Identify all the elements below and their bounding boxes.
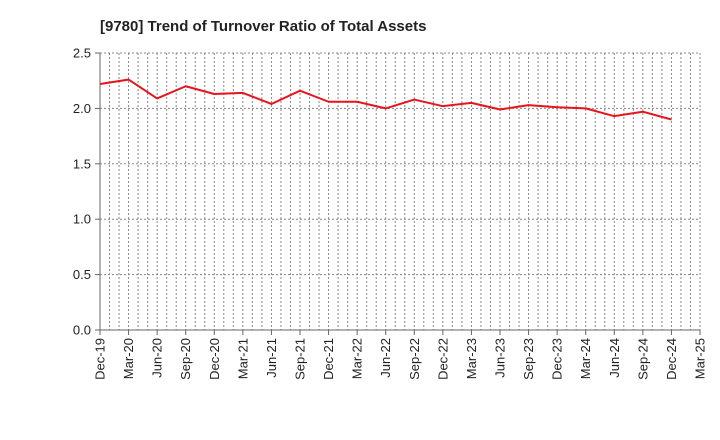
x-tick-label: Jun-23 bbox=[493, 338, 508, 378]
x-tick-label: Sep-23 bbox=[521, 338, 536, 380]
x-tick-label: Jun-22 bbox=[378, 338, 393, 378]
y-tick-label: 1.0 bbox=[73, 212, 91, 227]
x-tick-label: Sep-24 bbox=[635, 338, 650, 380]
data-point bbox=[642, 111, 644, 113]
x-tick-label: Dec-19 bbox=[93, 338, 108, 380]
axes bbox=[99, 53, 700, 331]
x-tick-label: Jun-24 bbox=[607, 338, 622, 378]
data-point bbox=[242, 92, 244, 94]
data-point bbox=[413, 99, 415, 101]
x-tick-label: Jun-21 bbox=[264, 338, 279, 378]
y-axis-ticks: 0.0 0.5 1.0 1.5 2.0 2.5 bbox=[73, 46, 100, 338]
grid-lines bbox=[100, 52, 701, 330]
data-point bbox=[470, 102, 472, 104]
x-tick-label: Mar-23 bbox=[464, 338, 479, 379]
y-tick-label: 0.0 bbox=[73, 323, 91, 338]
data-point bbox=[613, 115, 615, 117]
x-tick-label: Dec-24 bbox=[664, 338, 679, 380]
x-tick-label: Sep-22 bbox=[407, 338, 422, 380]
series-layer bbox=[99, 78, 672, 121]
x-tick-label: Mar-24 bbox=[578, 338, 593, 379]
data-point bbox=[156, 97, 158, 99]
x-axis-ticks: Dec-19 Mar-20 Jun-20 Sep-20 Dec-20 Mar-21 Jun-… bbox=[93, 330, 708, 380]
y-tick-label: 2.0 bbox=[73, 101, 91, 116]
x-tick-label: Jun-20 bbox=[150, 338, 165, 378]
data-point bbox=[385, 107, 387, 109]
y-tick-label: 1.5 bbox=[73, 156, 91, 171]
x-tick-label: Mar-25 bbox=[693, 338, 708, 379]
data-point bbox=[499, 109, 501, 111]
chart-title: [9780] Trend of Turnover Ratio of Total … bbox=[100, 18, 426, 35]
data-point bbox=[556, 106, 558, 108]
x-tick-label: Dec-21 bbox=[321, 338, 336, 380]
x-tick-label: Sep-20 bbox=[178, 338, 193, 380]
x-tick-label: Mar-20 bbox=[121, 338, 136, 379]
y-tick-label: 0.5 bbox=[73, 267, 91, 282]
x-tick-label: Mar-21 bbox=[235, 338, 250, 379]
data-point bbox=[299, 90, 301, 92]
x-tick-label: Mar-22 bbox=[350, 338, 365, 379]
x-tick-label: Dec-23 bbox=[550, 338, 565, 380]
data-point bbox=[328, 101, 330, 103]
data-point bbox=[585, 107, 587, 109]
data-point bbox=[99, 83, 101, 85]
data-point bbox=[185, 85, 187, 87]
data-point bbox=[528, 104, 530, 106]
y-tick-label: 2.5 bbox=[73, 46, 91, 61]
x-tick-label: Dec-22 bbox=[435, 338, 450, 380]
data-point bbox=[670, 118, 672, 120]
x-tick-label: Sep-21 bbox=[293, 338, 308, 380]
data-point bbox=[128, 79, 130, 81]
data-point bbox=[270, 103, 272, 105]
data-point bbox=[213, 93, 215, 95]
data-point bbox=[356, 101, 358, 103]
data-point bbox=[442, 105, 444, 107]
series-line bbox=[99, 78, 672, 121]
x-tick-label: Dec-20 bbox=[207, 338, 222, 380]
